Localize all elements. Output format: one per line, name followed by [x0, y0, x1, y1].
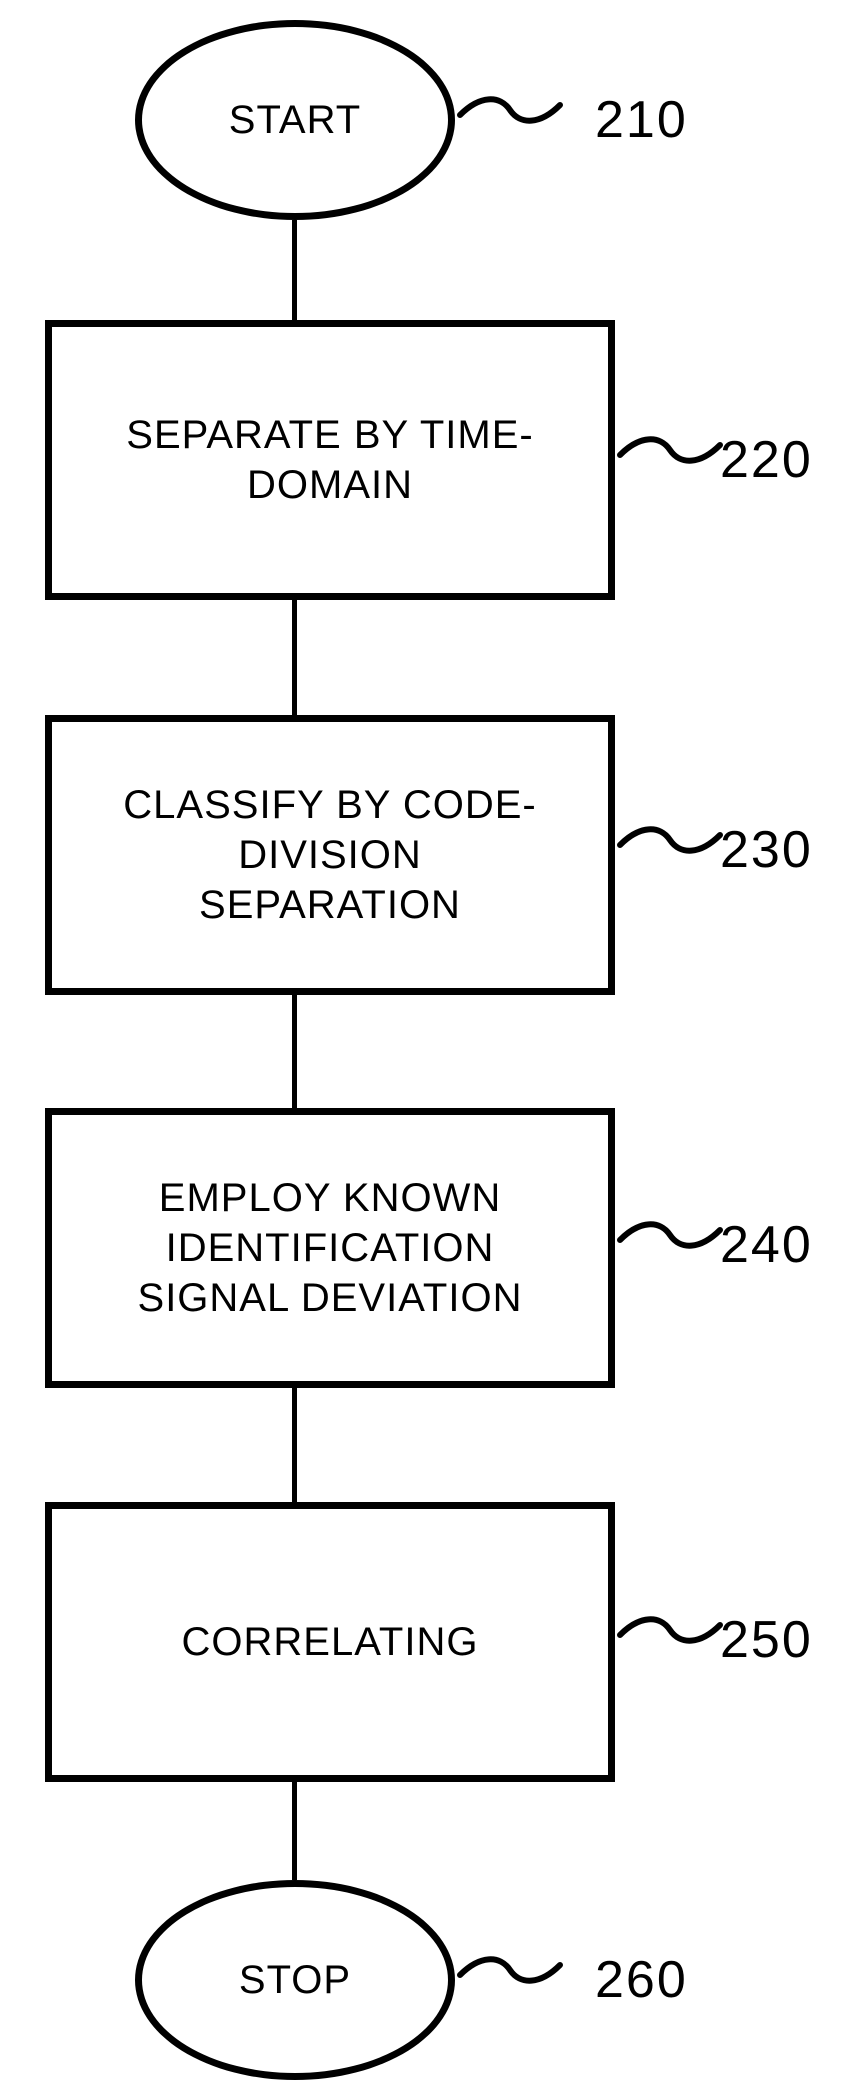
- connector: [292, 600, 297, 715]
- node-stop: STOP: [135, 1880, 455, 2080]
- node-n230: CLASSIFY BY CODE-DIVISION SEPARATION: [45, 715, 615, 995]
- leader-line: [615, 1610, 725, 1650]
- reference-number: 260: [595, 1950, 688, 2010]
- reference-number: 240: [720, 1215, 813, 1275]
- reference-number: 210: [595, 90, 688, 150]
- connector: [292, 1388, 297, 1502]
- node-label: STOP: [239, 1955, 351, 2005]
- leader-line: [455, 90, 565, 130]
- leader-line: [615, 820, 725, 860]
- node-label: CORRELATING: [182, 1617, 479, 1667]
- node-n240: EMPLOY KNOWN IDENTIFICATION SIGNAL DEVIA…: [45, 1108, 615, 1388]
- node-start: START: [135, 20, 455, 220]
- connector: [292, 1782, 297, 1880]
- node-label: SEPARATE BY TIME-DOMAIN: [52, 410, 608, 510]
- reference-number: 220: [720, 430, 813, 490]
- leader-line: [455, 1950, 565, 1990]
- connector: [292, 995, 297, 1108]
- node-n250: CORRELATING: [45, 1502, 615, 1782]
- leader-line: [615, 1215, 725, 1255]
- reference-number: 250: [720, 1610, 813, 1670]
- node-label: CLASSIFY BY CODE-DIVISION SEPARATION: [52, 780, 608, 930]
- connector: [292, 220, 297, 320]
- node-n220: SEPARATE BY TIME-DOMAIN: [45, 320, 615, 600]
- reference-number: 230: [720, 820, 813, 880]
- node-label: START: [229, 95, 361, 145]
- leader-line: [615, 430, 725, 470]
- node-label: EMPLOY KNOWN IDENTIFICATION SIGNAL DEVIA…: [52, 1173, 608, 1323]
